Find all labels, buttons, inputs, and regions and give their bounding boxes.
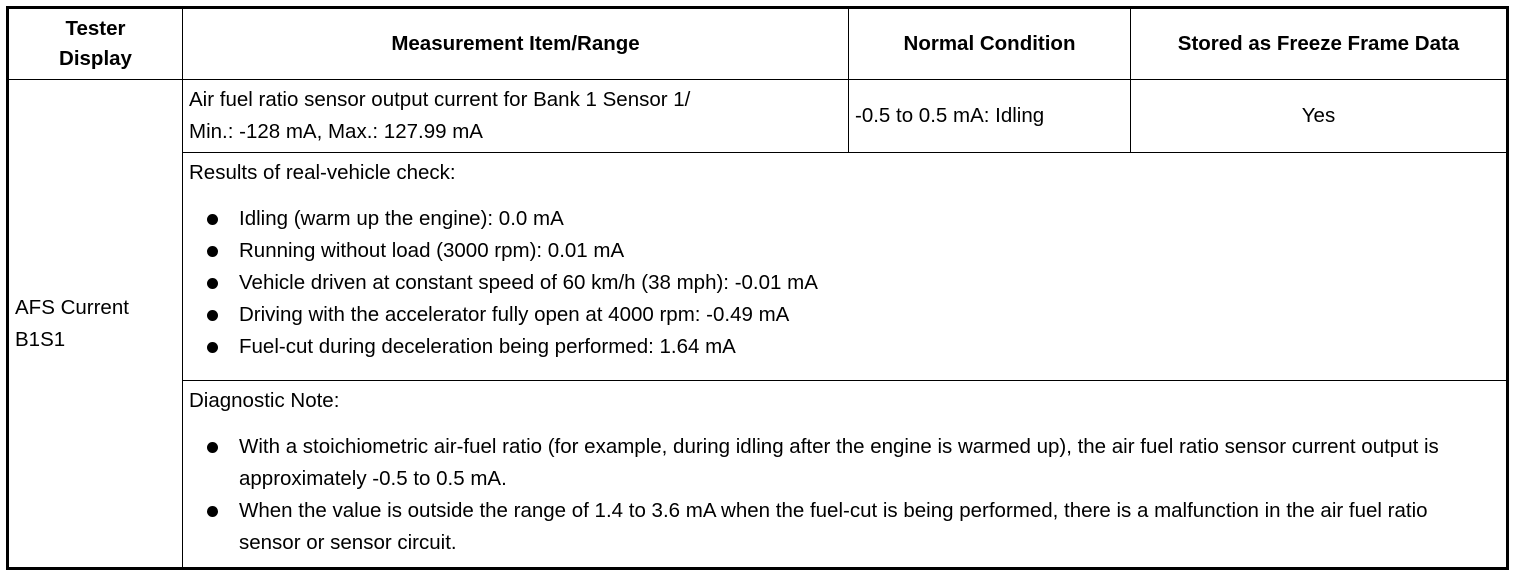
header-freeze-frame: Stored as Freeze Frame Data xyxy=(1130,7,1508,80)
measurement-line: Min.: -128 mA, Max.: 127.99 mA xyxy=(189,120,483,143)
data-table: Tester Display Measurement Item/Range No… xyxy=(6,6,1509,570)
results-list: Idling (warm up the engine): 0.0 mA Runn… xyxy=(189,203,1500,363)
list-item: When the value is outside the range of 1… xyxy=(207,495,1480,559)
note-cell: Diagnostic Note: With a stoichiometric a… xyxy=(182,380,1508,569)
header-row: Tester Display Measurement Item/Range No… xyxy=(7,7,1508,80)
freeze-frame-cell: Yes xyxy=(1130,79,1508,153)
tester-display-cell: AFS Current B1S1 xyxy=(7,79,183,569)
header-tester-display: Tester Display xyxy=(7,7,183,80)
header-normal-condition: Normal Condition xyxy=(848,7,1131,80)
results-row: Results of real-vehicle check: Idling (w… xyxy=(8,152,1508,381)
list-item: With a stoichiometric air-fuel ratio (fo… xyxy=(207,431,1480,495)
results-cell: Results of real-vehicle check: Idling (w… xyxy=(182,152,1508,381)
list-item: Driving with the accelerator fully open … xyxy=(207,299,1500,331)
measurement-line: Air fuel ratio sensor output current for… xyxy=(189,88,691,111)
note-title: Diagnostic Note: xyxy=(189,389,340,412)
list-item: Running without load (3000 rpm): 0.01 mA xyxy=(207,235,1500,267)
normal-condition-cell: -0.5 to 0.5 mA: Idling xyxy=(848,79,1131,153)
note-row: Diagnostic Note: With a stoichiometric a… xyxy=(8,380,1508,569)
list-item: Fuel-cut during deceleration being perfo… xyxy=(207,331,1500,363)
results-title: Results of real-vehicle check: xyxy=(189,161,456,184)
note-list: With a stoichiometric air-fuel ratio (fo… xyxy=(189,431,1500,559)
header-measurement: Measurement Item/Range xyxy=(182,7,849,80)
list-item: Vehicle driven at constant speed of 60 k… xyxy=(207,267,1500,299)
table-row: AFS Current B1S1 Air fuel ratio sensor o… xyxy=(7,79,1508,569)
measurement-cell: Air fuel ratio sensor output current for… xyxy=(182,79,849,153)
list-item: Idling (warm up the engine): 0.0 mA xyxy=(207,203,1500,235)
